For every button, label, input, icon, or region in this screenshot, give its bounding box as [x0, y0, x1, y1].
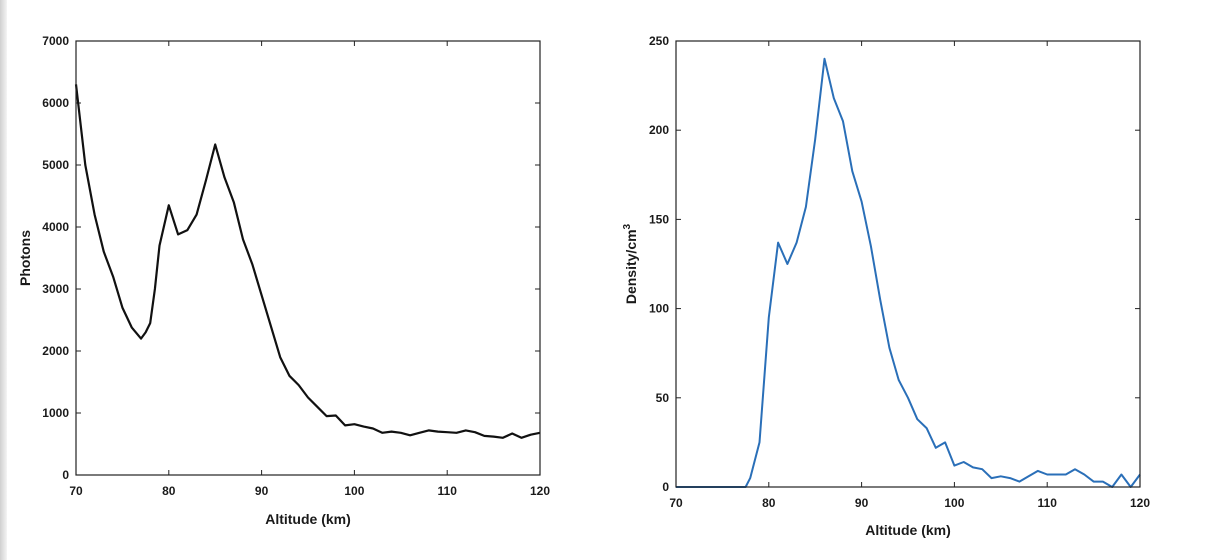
photons-y-tick-label: 4000 [42, 220, 69, 234]
density-x-tick-label: 100 [944, 496, 964, 510]
density-y-axis-label-superscript: 3 [622, 223, 633, 229]
photons-y-tick-label: 0 [62, 468, 69, 482]
density-series-line [676, 57, 1141, 488]
photons-y-tick-label: 6000 [42, 96, 69, 110]
density-x-tick-label: 70 [669, 496, 683, 510]
density-chart: 70 80 90 100 110 120 0 50 100 150 200 250 Altitude … [622, 34, 1150, 538]
density-x-axis-label: Altitude (km) [865, 522, 951, 538]
density-x-tick-label: 120 [1130, 496, 1150, 510]
photons-x-tick-label: 70 [69, 484, 83, 498]
photons-y-tick-label: 2000 [42, 344, 69, 358]
density-y-tick-label: 0 [662, 480, 669, 494]
window-edge-strip [0, 0, 7, 560]
photons-y-tick-label: 5000 [42, 158, 69, 172]
density-y-axis-label-text: Density/cm [623, 229, 639, 304]
photons-x-tick-label: 120 [530, 484, 550, 498]
photons-plot-frame [75, 40, 541, 476]
density-x-tick-label: 80 [762, 496, 776, 510]
density-y-tick-label: 250 [649, 34, 669, 48]
density-x-tick-label: 90 [855, 496, 869, 510]
photons-series-line [74, 84, 541, 439]
density-y-tick-label: 50 [656, 391, 670, 405]
photons-x-tick-label: 80 [162, 484, 176, 498]
photons-x-axis-label: Altitude (km) [265, 511, 351, 527]
photons-y-tick-label: 7000 [42, 34, 69, 48]
photons-chart: 70 80 90 100 110 120 0 1000 2000 3000 4000 5000 6000… [17, 34, 550, 527]
density-y-tick-label: 200 [649, 123, 669, 137]
density-y-tick-label: 150 [649, 212, 669, 226]
photons-x-tick-label: 110 [438, 484, 458, 498]
density-y-axis-label: Density/cm3 [622, 223, 639, 304]
photons-x-tick-label: 90 [255, 484, 269, 498]
photons-ticks: 70 80 90 100 110 120 0 1000 2000 3000 4000 5000 6000… [42, 34, 550, 498]
photons-y-axis-label: Photons [17, 230, 33, 286]
photons-x-tick-label: 100 [344, 484, 364, 498]
density-y-tick-label: 100 [649, 302, 669, 316]
density-x-tick-label: 110 [1038, 496, 1058, 510]
photons-y-tick-label: 1000 [42, 406, 69, 420]
density-ticks: 70 80 90 100 110 120 0 50 100 150 200 250 [649, 34, 1150, 510]
density-plot-frame [675, 40, 1141, 488]
photons-y-tick-label: 3000 [42, 282, 69, 296]
